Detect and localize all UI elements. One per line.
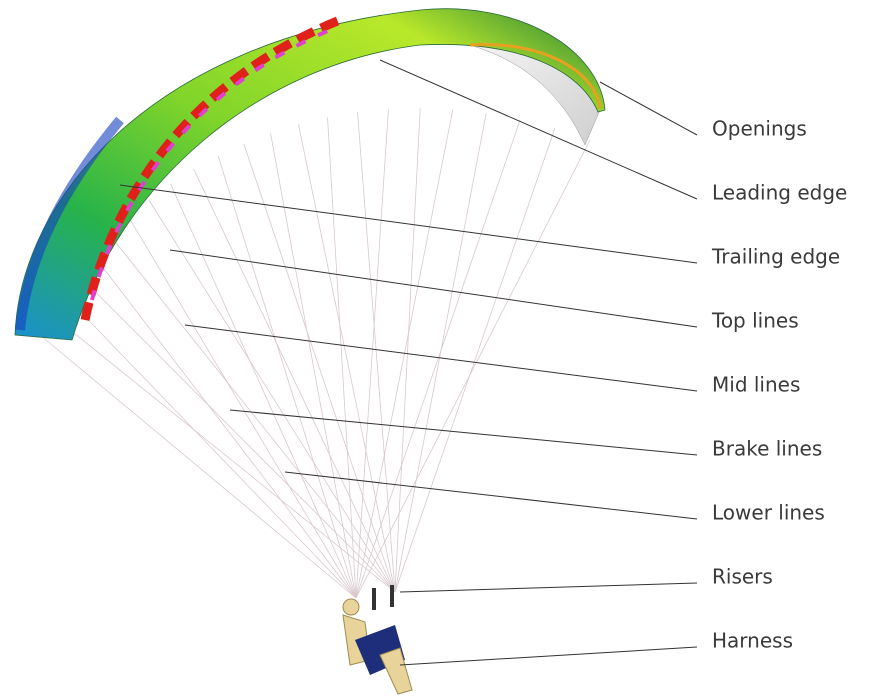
diagram: Openings Leading edge Trailing edge Top lin… [0, 0, 880, 696]
leader-line [230, 410, 697, 455]
callout-label: Trailing edge [711, 245, 840, 269]
leader-line [120, 185, 697, 263]
callout-label: Brake lines [712, 437, 822, 461]
leader-line [400, 647, 697, 665]
suspension-line [194, 169, 395, 592]
suspension-line [50, 314, 395, 592]
suspension-line [299, 125, 395, 592]
suspension-line [356, 120, 520, 598]
callout-label: Leading edge [712, 181, 847, 205]
suspension-line [395, 108, 420, 592]
pilot [343, 585, 412, 694]
suspension-line [129, 217, 356, 598]
suspension-line [395, 128, 555, 592]
leader-line [600, 82, 697, 135]
callout-label: Mid lines [712, 373, 800, 397]
labels: Openings Leading edge Trailing edge Top lin… [711, 117, 847, 653]
suspension-line [92, 254, 356, 598]
callout-label: Risers [712, 565, 773, 589]
callout-label: Top lines [711, 309, 799, 333]
suspension-line [77, 273, 395, 592]
suspension-line [149, 200, 395, 592]
callout-label: Openings [712, 117, 807, 141]
leader-line [170, 250, 697, 327]
suspension-line [358, 112, 395, 592]
suspension-line [244, 144, 395, 592]
leaders [120, 60, 697, 665]
suspension-line [40, 335, 356, 598]
leader-line [185, 325, 697, 391]
callout-label: Lower lines [712, 501, 825, 525]
suspension-line [356, 140, 590, 598]
leader-line [400, 583, 697, 592]
suspension-line [63, 293, 356, 598]
suspension-line [356, 110, 453, 598]
suspension-line [171, 184, 356, 598]
leader-line [285, 472, 697, 519]
callout-label: Harness [712, 629, 793, 653]
